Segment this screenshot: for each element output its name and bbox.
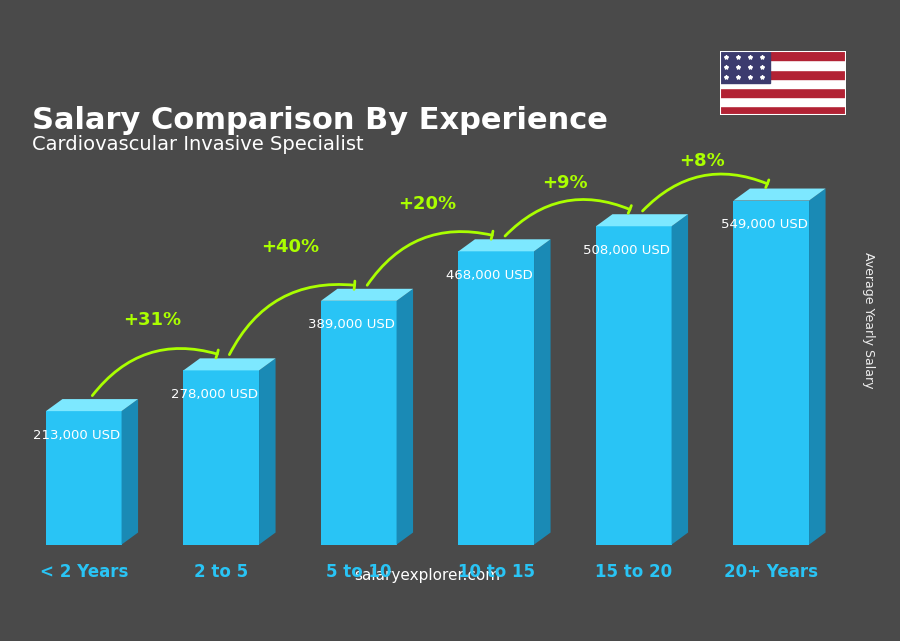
Polygon shape <box>534 239 551 545</box>
Bar <box>720 60 846 70</box>
Bar <box>720 51 770 83</box>
Bar <box>720 51 846 60</box>
Polygon shape <box>671 214 688 545</box>
Text: 15 to 20: 15 to 20 <box>595 563 672 581</box>
Polygon shape <box>596 226 671 545</box>
Bar <box>720 106 846 115</box>
Text: 5 to 10: 5 to 10 <box>326 563 392 581</box>
Text: Average Yearly Salary: Average Yearly Salary <box>862 253 875 388</box>
Text: +20%: +20% <box>399 196 456 213</box>
Text: salaryexplorer.com: salaryexplorer.com <box>355 569 500 583</box>
Bar <box>720 70 846 79</box>
Text: Salary Comparison By Experience: Salary Comparison By Experience <box>32 106 608 135</box>
Text: 549,000 USD: 549,000 USD <box>721 218 808 231</box>
Polygon shape <box>596 214 688 226</box>
Text: 10 to 15: 10 to 15 <box>458 563 535 581</box>
Bar <box>720 88 846 97</box>
Text: 508,000 USD: 508,000 USD <box>583 244 670 257</box>
Text: +40%: +40% <box>261 238 320 256</box>
Text: 468,000 USD: 468,000 USD <box>446 269 533 282</box>
Text: +8%: +8% <box>680 152 725 170</box>
Text: Cardiovascular Invasive Specialist: Cardiovascular Invasive Specialist <box>32 135 363 154</box>
Polygon shape <box>321 301 397 545</box>
Polygon shape <box>184 370 259 545</box>
Polygon shape <box>122 399 138 545</box>
Polygon shape <box>321 289 413 301</box>
Text: 213,000 USD: 213,000 USD <box>33 429 121 442</box>
Polygon shape <box>46 399 138 411</box>
Polygon shape <box>46 411 122 545</box>
Polygon shape <box>734 201 809 545</box>
Text: +31%: +31% <box>123 311 182 329</box>
Text: 278,000 USD: 278,000 USD <box>171 388 258 401</box>
Polygon shape <box>259 358 275 545</box>
Text: 2 to 5: 2 to 5 <box>194 563 248 581</box>
Polygon shape <box>397 289 413 545</box>
Text: 389,000 USD: 389,000 USD <box>309 319 395 331</box>
Polygon shape <box>184 358 275 370</box>
Text: 20+ Years: 20+ Years <box>724 563 818 581</box>
Text: < 2 Years: < 2 Years <box>40 563 128 581</box>
Polygon shape <box>734 188 825 201</box>
Polygon shape <box>458 239 551 251</box>
Bar <box>720 97 846 106</box>
Text: +9%: +9% <box>542 174 588 192</box>
Polygon shape <box>809 188 825 545</box>
Polygon shape <box>458 251 534 545</box>
Bar <box>720 79 846 88</box>
